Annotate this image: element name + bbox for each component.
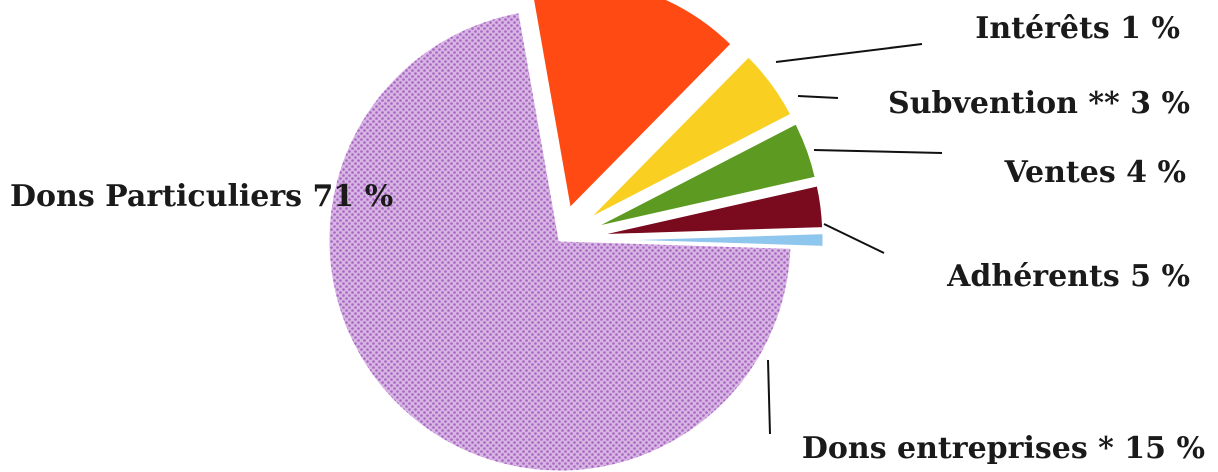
leader-line-interets [775,43,923,63]
pie-slices [326,0,826,472]
leader-lines [767,43,943,435]
slice-label-adherents: Adhérents 5 % [946,259,1190,294]
slice-labels: Intérêts 1 % Subvention ** 3 % Ventes 4 … [10,11,1205,466]
slice-label-dons-entreprises: Dons entreprises * 15 % [802,431,1205,466]
slice-ventes [589,120,819,231]
leader-line-adherents [823,223,885,254]
slice-adherents [584,53,794,223]
slice-subvention [591,183,826,238]
slice-label-ventes: Ventes 4 % [1003,155,1186,190]
leader-line-ventes [813,149,943,154]
leader-line-subvention [797,95,839,99]
slice-label-interets: Intérêts 1 % [975,11,1180,46]
slice-label-dons-particuliers: Dons Particuliers 71 % [10,179,393,214]
slice-dons-entreprises [531,0,735,213]
leader-line-dons-entreprises [767,359,771,435]
slice-label-subvention: Subvention ** 3 % [888,86,1190,121]
slice-interets [591,231,826,249]
slice-dons-particuliers [326,9,794,472]
